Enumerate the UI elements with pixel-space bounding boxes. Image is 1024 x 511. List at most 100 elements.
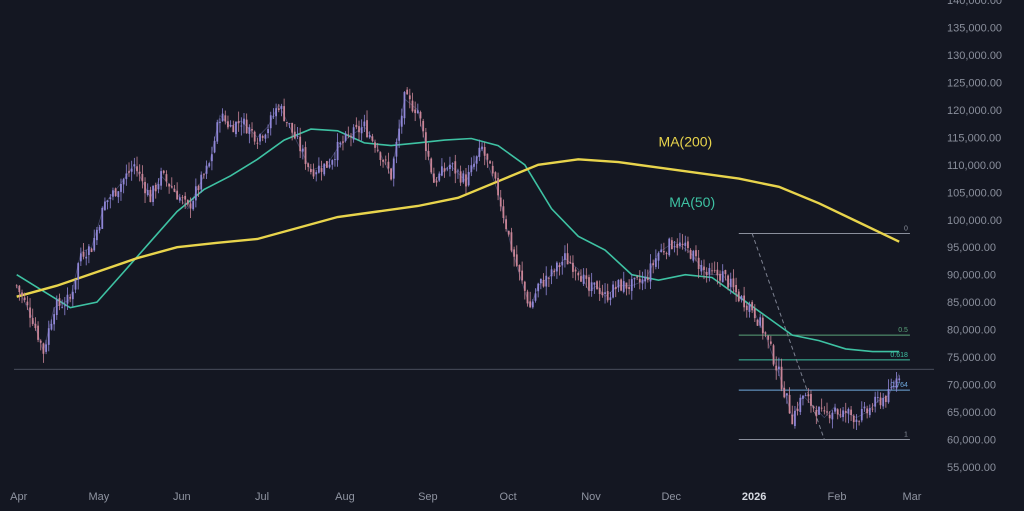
fib-level-label: 0 <box>904 226 908 233</box>
candle-body <box>320 168 323 172</box>
candle-body <box>598 287 601 295</box>
fibonacci-retracement: 0 0.5 0.618 0.764 1 <box>738 226 910 441</box>
candle-body <box>259 134 261 142</box>
candle-body <box>42 343 45 354</box>
y-tick-label: 75,000.00 <box>947 352 996 364</box>
candle-body <box>882 397 885 407</box>
candle-body <box>743 295 746 308</box>
y-tick-label: 140,000.00 <box>947 0 1002 7</box>
candle-body <box>441 166 443 176</box>
candle-body <box>727 275 729 288</box>
candle-body <box>93 237 96 251</box>
candle-body <box>684 242 687 246</box>
candle-body <box>85 256 88 259</box>
candle-body <box>577 272 580 276</box>
candle-body <box>871 408 874 410</box>
candle-body <box>77 263 80 280</box>
candle-body <box>208 163 211 167</box>
candle-body <box>826 411 828 413</box>
candle-body <box>309 169 312 173</box>
candle-body <box>478 147 481 157</box>
candle-body <box>638 278 641 283</box>
candle-body <box>890 387 893 389</box>
candle-body <box>791 414 794 425</box>
candle-body <box>120 184 122 192</box>
candle-body <box>414 109 417 114</box>
candle-body <box>724 270 727 275</box>
candle-body <box>427 150 430 157</box>
candle-body <box>173 188 176 192</box>
candle-body <box>162 170 165 173</box>
candle-body <box>136 166 138 172</box>
candle-body <box>617 279 620 288</box>
candle-body <box>277 108 280 111</box>
candle-body <box>168 183 171 187</box>
candle-body <box>106 200 109 202</box>
candle-body <box>558 265 561 267</box>
candle-body <box>828 414 831 419</box>
candle-body <box>566 253 569 265</box>
candle-body <box>874 396 877 407</box>
x-tick-label: Mar <box>902 491 921 503</box>
candle-body <box>275 108 277 117</box>
price-trace <box>16 98 900 419</box>
candle-body <box>58 298 61 306</box>
candle-body <box>868 408 871 416</box>
y-axis[interactable]: 55,000.00 60,000.00 65,000.00 70,000.00 75,0… <box>947 0 1002 474</box>
candle-body <box>499 197 502 207</box>
candle-body <box>114 188 117 197</box>
candle-body <box>211 154 213 162</box>
candle-body <box>146 190 149 195</box>
candle-body <box>227 121 229 128</box>
candle-body <box>355 124 358 128</box>
candle-body <box>850 409 852 415</box>
candle-body <box>61 306 64 308</box>
candle-body <box>802 395 804 399</box>
x-axis[interactable]: Apr May Jun Jul Aug Sep Oct Nov Dec 2026 Feb Mar <box>10 491 922 503</box>
candle-body <box>117 191 120 198</box>
candle-body <box>564 253 566 260</box>
candle-body <box>772 345 775 365</box>
candle-body <box>518 265 521 272</box>
candle-body <box>641 279 644 284</box>
candle-body <box>780 366 783 390</box>
candle-body <box>689 249 692 259</box>
candle-body <box>96 229 98 241</box>
candle-body <box>392 158 395 179</box>
candle-body <box>411 100 414 112</box>
candle-body <box>202 174 205 176</box>
candle-body <box>301 148 304 152</box>
candle-body <box>788 394 791 414</box>
candle-body <box>515 254 518 266</box>
candle-body <box>15 285 18 287</box>
y-tick-label: 125,000.00 <box>947 77 1002 89</box>
candle-body <box>285 122 288 123</box>
candle-body <box>844 410 847 413</box>
candle-body <box>130 168 133 172</box>
candle-body <box>363 121 366 127</box>
candle-body <box>852 415 855 423</box>
candle-body <box>569 262 572 264</box>
candle-body <box>336 141 339 161</box>
candle-body <box>537 283 540 292</box>
candle-body <box>721 271 724 283</box>
candle-body <box>612 284 614 298</box>
candle-body <box>446 168 449 170</box>
candle-body <box>876 397 879 398</box>
candle-body <box>229 125 232 127</box>
candle-body <box>293 131 296 139</box>
candle-body <box>34 323 37 329</box>
candle-body <box>245 119 248 134</box>
candle-body <box>596 281 598 290</box>
candle-body <box>219 121 221 123</box>
candle-body <box>486 153 489 160</box>
candle-body <box>553 270 556 273</box>
candle-body <box>256 142 259 144</box>
candle-body <box>251 129 253 131</box>
candle-body <box>419 111 422 119</box>
candle-body <box>812 406 815 408</box>
candle-body <box>473 163 475 167</box>
candle-body <box>467 171 470 186</box>
candle-body <box>403 92 406 119</box>
